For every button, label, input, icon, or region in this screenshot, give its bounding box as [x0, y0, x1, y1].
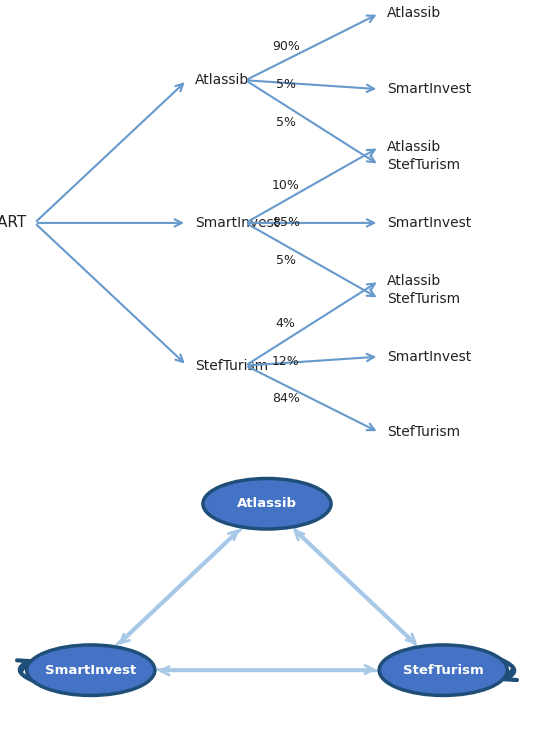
Text: 5%: 5%: [276, 254, 296, 267]
Text: Atlassib: Atlassib: [387, 140, 442, 154]
Text: SmartInvest: SmartInvest: [387, 82, 472, 96]
Text: Atlassib: Atlassib: [387, 274, 442, 288]
Text: START: START: [0, 215, 27, 230]
Text: 85%: 85%: [272, 216, 300, 230]
Text: StefTurism: StefTurism: [387, 292, 460, 305]
Text: 10%: 10%: [272, 178, 300, 192]
Text: StefTurism: StefTurism: [403, 663, 484, 677]
Text: SmartInvest: SmartInvest: [387, 216, 472, 230]
Text: Atlassib: Atlassib: [195, 74, 249, 87]
Text: SmartInvest: SmartInvest: [387, 350, 472, 363]
Text: SmartInvest: SmartInvest: [45, 663, 136, 677]
Text: 84%: 84%: [272, 392, 300, 406]
Text: 90%: 90%: [272, 40, 300, 53]
Text: StefTurism: StefTurism: [387, 158, 460, 172]
Text: 5%: 5%: [276, 116, 296, 129]
Text: SmartInvest: SmartInvest: [195, 216, 279, 230]
Text: Atlassib: Atlassib: [387, 7, 442, 20]
Text: Atlassib: Atlassib: [237, 497, 297, 510]
Text: StefTurism: StefTurism: [387, 426, 460, 439]
Ellipse shape: [379, 645, 507, 695]
Text: 5%: 5%: [276, 78, 296, 91]
Text: 4%: 4%: [276, 317, 296, 330]
Ellipse shape: [203, 478, 331, 529]
Text: 12%: 12%: [272, 354, 300, 368]
Ellipse shape: [27, 645, 155, 695]
Text: StefTurism: StefTurism: [195, 359, 268, 372]
